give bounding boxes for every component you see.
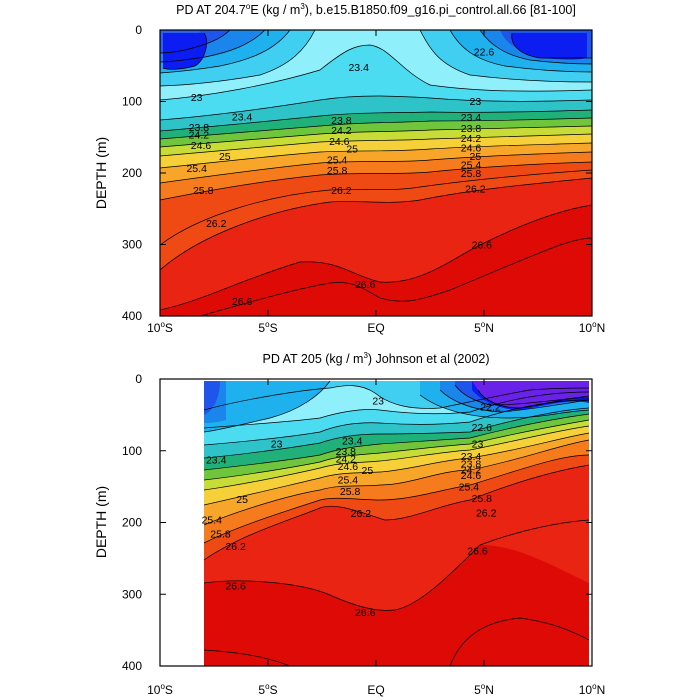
x-tick-label: 5oS — [258, 682, 277, 697]
x-tick-label: 10oN — [579, 320, 605, 335]
contour-label: 23.4 — [461, 451, 482, 463]
contour-label: 25.4 — [202, 515, 223, 527]
contour-label: 25.8 — [461, 168, 482, 180]
contour-label: 26.2 — [225, 541, 246, 553]
contour-label: 24.2 — [461, 464, 482, 476]
top-contour-lines — [160, 30, 592, 316]
contour-label: 25.8 — [472, 493, 493, 505]
contour-label: 23.4 — [348, 62, 369, 74]
contour-label: 22.2 — [480, 401, 501, 413]
y-tick-label: 200 — [122, 166, 142, 180]
y-tick-label: 300 — [122, 587, 142, 601]
contour-label: 26.6 — [467, 546, 488, 558]
top-y-tick-labels: 0 100 200 300 400 — [122, 23, 142, 323]
contour-label: 24.6 — [338, 461, 359, 473]
contour-label: 23 — [372, 396, 384, 408]
x-tick-label: EQ — [367, 321, 384, 335]
top-contour-fill — [160, 30, 592, 316]
top-contour-labels: 23.422.62323.423.824.224.62525.425.826.2… — [186, 47, 494, 309]
contour-label: 25 — [346, 144, 358, 156]
contour-label: 26.2 — [351, 508, 372, 520]
y-tick-label: 300 — [122, 238, 142, 252]
contour-label: 26.6 — [472, 240, 493, 252]
contour-label: 23.4 — [206, 454, 227, 466]
top-chart-title: PD AT 204.7oE (kg / m3), b.e15.B1850.f09… — [176, 2, 576, 17]
contour-label: 22.6 — [474, 47, 495, 59]
contour-label: 23 — [470, 96, 482, 108]
contour-label: 23.4 — [342, 436, 363, 448]
contour-label: 24.2 — [336, 454, 357, 466]
contour-label: 24.2 — [461, 133, 482, 145]
contour-label: 26.2 — [476, 508, 497, 520]
y-tick-label: 100 — [122, 95, 142, 109]
bottom-tick-marks — [159, 379, 593, 666]
contour-label: 25.8 — [327, 165, 348, 177]
contour-label: 26.2 — [206, 218, 227, 230]
contour-label: 25.4 — [186, 163, 207, 175]
y-tick-label: 0 — [135, 372, 142, 386]
contour-label: 25.8 — [210, 528, 231, 540]
contour-label: 24.6 — [329, 136, 350, 148]
contour-label: 25 — [219, 151, 231, 163]
x-tick-label: 5oN — [474, 320, 494, 335]
contour-label: 24.2 — [189, 129, 210, 141]
contour-label: 25.4 — [461, 159, 482, 171]
contour-label: 25.4 — [338, 474, 359, 486]
contour-label: 22.6 — [472, 422, 493, 434]
bottom-contour-lines — [203, 380, 590, 666]
contour-label: 23.4 — [461, 112, 482, 124]
bottom-y-axis-label: DEPTH (m) — [93, 486, 109, 558]
contour-label: 26.6 — [355, 279, 376, 291]
contour-label: 23 — [191, 92, 203, 104]
contour-label: 24.6 — [461, 142, 482, 154]
contour-label: 25 — [236, 494, 248, 506]
x-tick-label: 5oS — [258, 320, 277, 335]
contour-label: 25.8 — [193, 185, 214, 197]
contour-label: 24.2 — [331, 125, 352, 137]
contour-label: 26.6 — [232, 296, 253, 308]
x-tick-label: EQ — [367, 683, 384, 697]
contour-label: 23.8 — [336, 446, 357, 458]
contour-label: 23.8 — [189, 122, 210, 134]
y-tick-label: 200 — [122, 516, 142, 530]
y-tick-label: 400 — [122, 659, 142, 673]
contour-label: 23.8 — [461, 459, 482, 471]
contour-label: 25.4 — [327, 154, 348, 166]
top-y-axis-label: DEPTH (m) — [93, 137, 109, 209]
contour-label: 23.8 — [461, 123, 482, 135]
x-tick-label: 5oN — [474, 682, 494, 697]
contour-label: 25 — [362, 465, 374, 477]
bottom-contour-fill — [204, 381, 589, 666]
bottom-x-tick-labels: 10oS 5oS EQ 5oN 10oN — [147, 682, 605, 697]
top-x-tick-labels: 10oS 5oS EQ 5oN 10oN — [147, 320, 605, 335]
bottom-y-tick-labels: 0 100 200 300 400 — [122, 372, 142, 673]
top-panel: PD AT 204.7oE (kg / m3), b.e15.B1850.f09… — [93, 2, 605, 335]
y-tick-label: 0 — [135, 23, 142, 37]
contour-label: 25.4 — [459, 482, 480, 494]
contour-label: 23.4 — [232, 112, 253, 124]
contour-label: 26.2 — [465, 184, 486, 196]
contour-label: 23 — [472, 439, 484, 451]
top-tick-marks — [159, 29, 593, 316]
x-tick-label: 10oN — [579, 682, 605, 697]
contour-label: 23 — [271, 439, 283, 451]
contour-label: 26.2 — [331, 185, 352, 197]
x-tick-label: 10oS — [147, 682, 173, 697]
bottom-panel: PD AT 205 (kg / m3) Johnson et al (2002) — [93, 351, 605, 697]
x-tick-label: 10oS — [147, 320, 173, 335]
bottom-chart-title: PD AT 205 (kg / m3) Johnson et al (2002) — [262, 351, 489, 366]
contour-label: 24.6 — [191, 140, 212, 152]
y-tick-label: 400 — [122, 309, 142, 323]
contour-label: 25.8 — [340, 486, 361, 498]
contour-label: 24.6 — [461, 470, 482, 482]
contour-label: 23.8 — [331, 115, 352, 127]
contour-label: 26.6 — [355, 607, 376, 619]
contour-label: 26.6 — [225, 581, 246, 593]
contour-label: 25 — [470, 151, 482, 163]
y-tick-label: 100 — [122, 444, 142, 458]
